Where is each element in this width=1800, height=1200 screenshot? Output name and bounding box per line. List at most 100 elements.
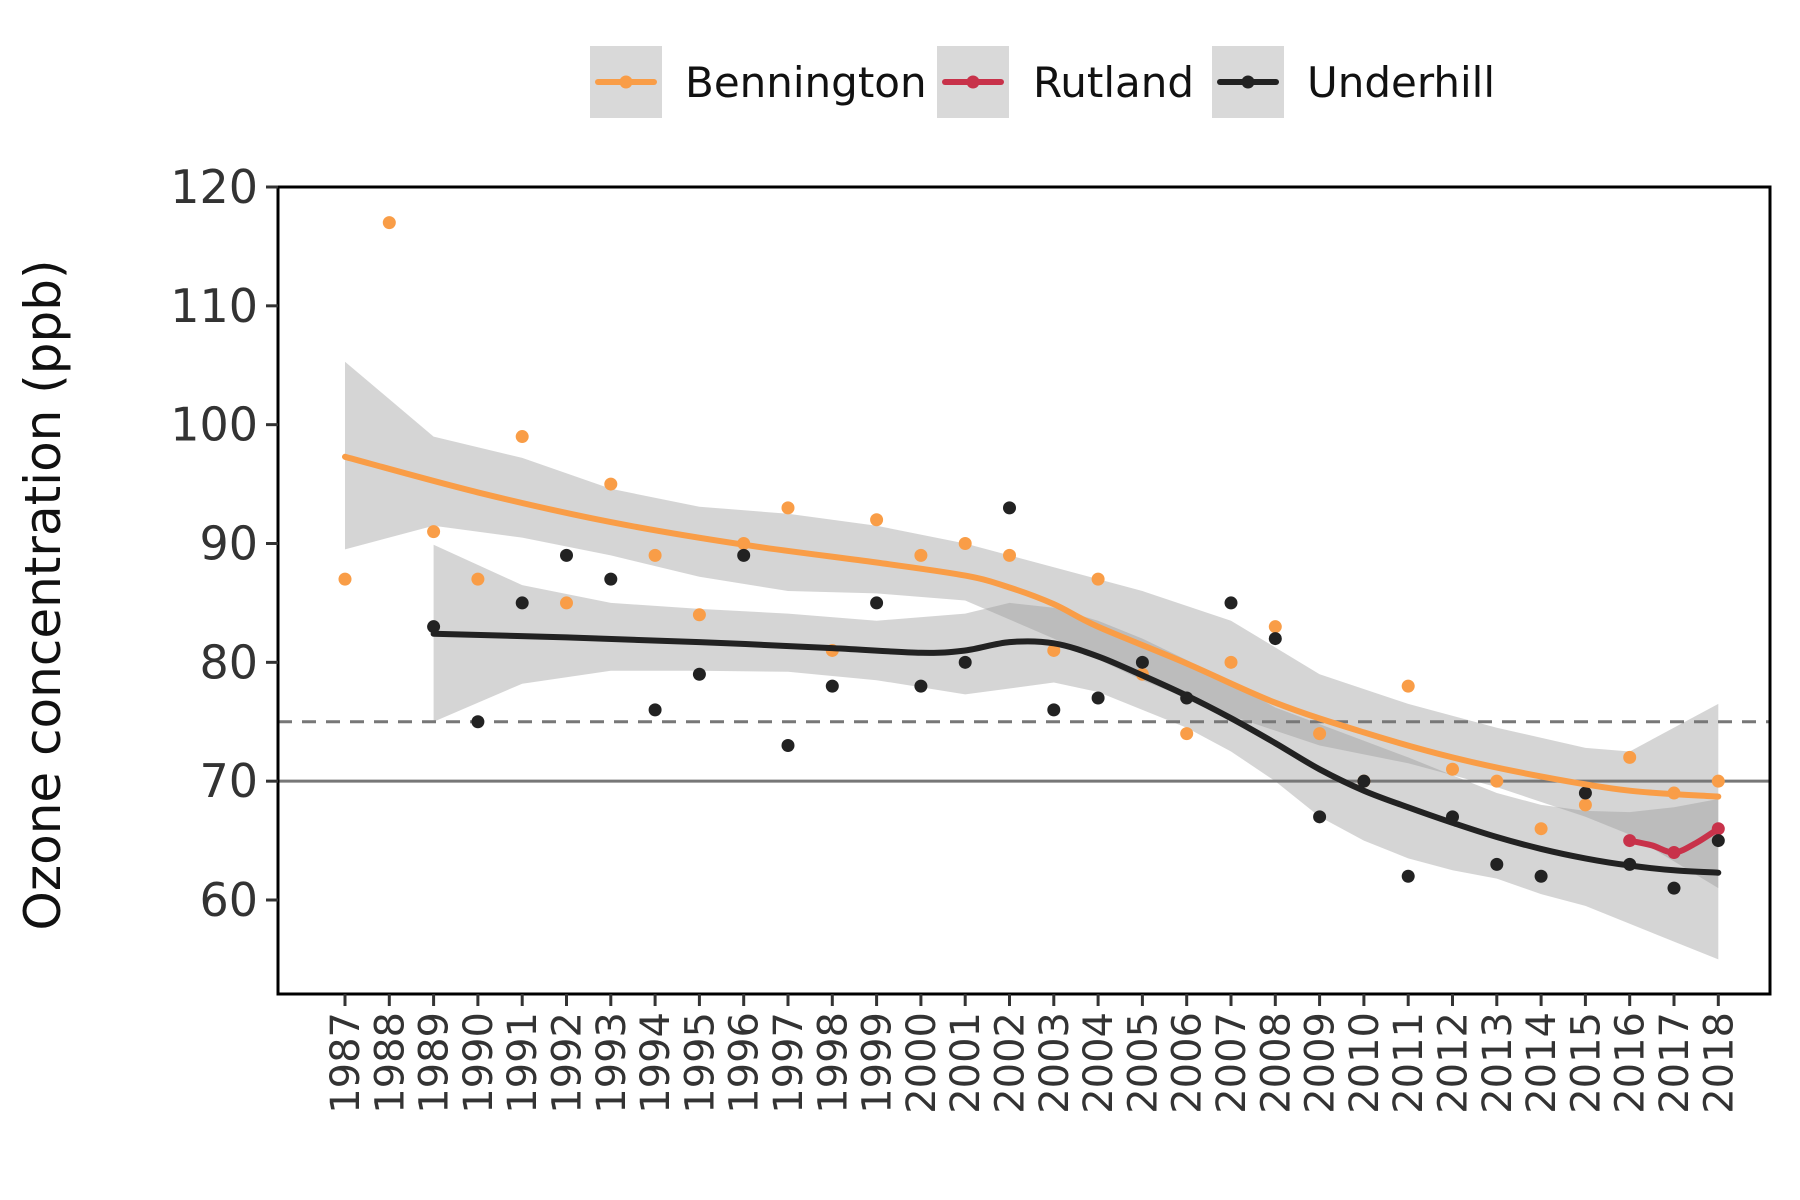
x-tick-label-1996: 1996 — [722, 1012, 768, 1114]
bennington-point-2014 — [1534, 822, 1548, 836]
axes: 6070809010011012019871988198919901991199… — [170, 160, 1772, 1114]
bennington-point-1992 — [560, 596, 573, 610]
x-tick-label-1987: 1987 — [323, 1012, 369, 1114]
bennington-point-2016 — [1623, 750, 1637, 764]
underhill-point-2002 — [1003, 501, 1016, 515]
bennington-point-2002 — [1003, 548, 1016, 562]
y-tick-label-60: 60 — [199, 873, 258, 927]
underhill-point-2009 — [1313, 810, 1327, 824]
x-tick-label-1997: 1997 — [766, 1012, 812, 1114]
legend-key-point — [1241, 75, 1255, 89]
bennington-point-2018 — [1711, 774, 1725, 788]
y-axis-title: Ozone concentration (ppb) — [14, 260, 72, 931]
y-tick-label-90: 90 — [199, 517, 258, 571]
underhill-point-1995 — [692, 667, 706, 681]
underhill-point-2017 — [1667, 881, 1681, 895]
bennington-point-2015 — [1578, 798, 1592, 812]
bennington-point-2003 — [1047, 643, 1061, 657]
bennington-point-1987 — [338, 572, 352, 586]
bennington-point-1995 — [692, 608, 706, 622]
bennington-point-1991 — [515, 430, 529, 444]
bennington-point-2011 — [1401, 679, 1415, 693]
bennington-point-2001 — [958, 537, 972, 550]
legend-item-underhill: Underhill — [1212, 46, 1495, 118]
legend: Bennington Rutland Underhill — [590, 46, 1495, 118]
underhill-point-1993 — [604, 572, 618, 586]
bennington-point-2007 — [1224, 655, 1238, 669]
x-tick-label-1990: 1990 — [456, 1012, 502, 1114]
underhill-point-2010 — [1357, 774, 1371, 788]
bennington-point-2006 — [1180, 727, 1194, 741]
bennington-point-2004 — [1091, 572, 1105, 586]
rutland-trend-line — [1626, 825, 1722, 856]
bennington-point-1989 — [427, 525, 441, 539]
x-tick-label-1988: 1988 — [367, 1012, 413, 1114]
bennington-point-2013 — [1490, 774, 1504, 788]
x-tick-label-2005: 2005 — [1120, 1012, 1166, 1114]
bennington-point-1990 — [471, 572, 485, 586]
x-tick-label-1998: 1998 — [810, 1012, 856, 1114]
underhill-point-1989 — [427, 620, 441, 634]
x-tick-label-2007: 2007 — [1209, 1012, 1255, 1114]
bennington-point-1988 — [382, 216, 396, 230]
x-tick-label-1991: 1991 — [500, 1012, 546, 1114]
x-tick-label-2013: 2013 — [1475, 1012, 1521, 1114]
underhill-point-2014 — [1534, 869, 1548, 883]
bennington-point-2000 — [914, 548, 928, 562]
legend-key-point — [966, 75, 980, 89]
x-tick-label-2014: 2014 — [1519, 1012, 1565, 1114]
underhill-point-2008 — [1268, 632, 1282, 646]
x-tick-label-2016: 2016 — [1608, 1012, 1654, 1114]
bennington-point-2008 — [1268, 620, 1282, 634]
underhill-point-1990 — [471, 715, 485, 729]
y-tick-label-70: 70 — [199, 754, 258, 808]
underhill-point-2018 — [1711, 834, 1725, 848]
x-tick-label-1993: 1993 — [589, 1012, 635, 1114]
x-tick-label-2018: 2018 — [1696, 1012, 1742, 1114]
underhill-point-2000 — [914, 679, 928, 693]
x-tick-label-2009: 2009 — [1298, 1012, 1344, 1114]
bennington-point-1993 — [604, 477, 618, 491]
legend-item-bennington: Bennington — [590, 46, 927, 118]
y-tick-label-80: 80 — [199, 635, 258, 689]
x-tick-label-2017: 2017 — [1652, 1012, 1698, 1114]
underhill-point-1999 — [870, 596, 884, 610]
underhill-point-1996 — [737, 548, 751, 562]
underhill-point-1994 — [648, 703, 662, 717]
x-tick-label-2012: 2012 — [1431, 1012, 1477, 1114]
legend-item-rutland: Rutland — [937, 46, 1194, 118]
x-tick-label-1992: 1992 — [545, 1012, 591, 1114]
underhill-trend-line — [430, 630, 1722, 876]
y-tick-label-100: 100 — [170, 398, 258, 452]
bennington-point-1997 — [781, 501, 795, 515]
plot-frame — [276, 185, 1772, 996]
legend-label: Bennington — [685, 58, 927, 107]
bennington-point-1999 — [870, 513, 884, 527]
underhill-point-2005 — [1135, 655, 1149, 669]
legend-label: Underhill — [1307, 58, 1495, 107]
x-tick-label-2011: 2011 — [1386, 1012, 1432, 1114]
underhill-point-1992 — [560, 548, 573, 562]
bennington-confidence-band — [345, 361, 1719, 889]
x-tick-label-2015: 2015 — [1563, 1012, 1609, 1114]
x-tick-label-1999: 1999 — [855, 1012, 901, 1114]
underhill-point-2001 — [958, 655, 972, 669]
underhill-point-2007 — [1224, 596, 1238, 610]
x-tick-label-1989: 1989 — [412, 1012, 458, 1114]
underhill-confidence-band — [433, 544, 1719, 960]
underhill-point-1997 — [781, 739, 795, 753]
underhill-point-2004 — [1091, 691, 1105, 705]
trend-lines — [342, 453, 1722, 876]
x-tick-label-2002: 2002 — [988, 1012, 1034, 1114]
underhill-point-1998 — [825, 679, 839, 693]
x-tick-label-2004: 2004 — [1076, 1012, 1122, 1114]
bennington-trend-line — [342, 453, 1722, 800]
x-tick-label-1995: 1995 — [677, 1012, 723, 1114]
reference-lines — [278, 720, 1770, 783]
underhill-point-2011 — [1401, 869, 1415, 883]
x-tick-label-2000: 2000 — [899, 1012, 945, 1114]
y-tick-label-120: 120 — [170, 160, 258, 214]
underhill-point-1991 — [515, 596, 529, 610]
underhill-point-2015 — [1578, 786, 1592, 800]
